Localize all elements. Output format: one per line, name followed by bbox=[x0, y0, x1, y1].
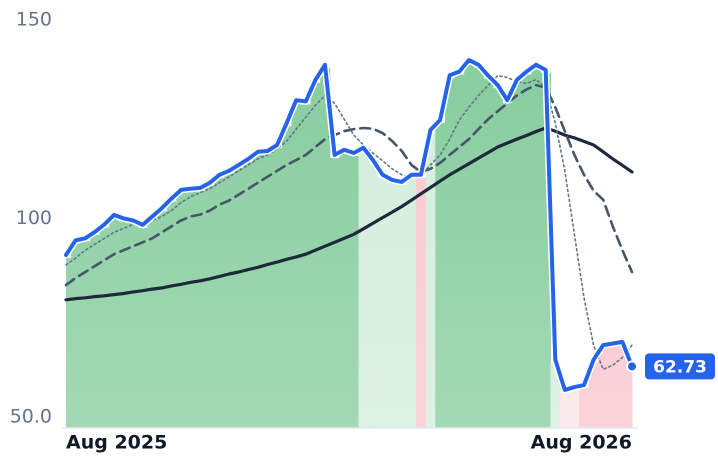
x-tick-label: Aug 2025 bbox=[66, 432, 167, 454]
area-fade bbox=[62, 20, 638, 428]
series-line bbox=[64, 83, 634, 287]
last-point bbox=[626, 360, 638, 373]
y-tick-label: 50.0 bbox=[10, 405, 52, 427]
line-layer bbox=[63, 56, 636, 394]
y-tick-label: 150 bbox=[16, 9, 52, 31]
series-line bbox=[65, 74, 633, 371]
last-value-label: 62.73 bbox=[653, 357, 707, 377]
x-tick-label: Aug 2026 bbox=[531, 432, 632, 454]
y-tick-label: 100 bbox=[16, 207, 52, 229]
series-line bbox=[64, 126, 634, 302]
label-layer: 50.0 100 150 Aug 2025 Aug 2026 62.73 bbox=[10, 9, 715, 454]
last-value-badge bbox=[645, 353, 715, 380]
series-line bbox=[64, 58, 634, 392]
